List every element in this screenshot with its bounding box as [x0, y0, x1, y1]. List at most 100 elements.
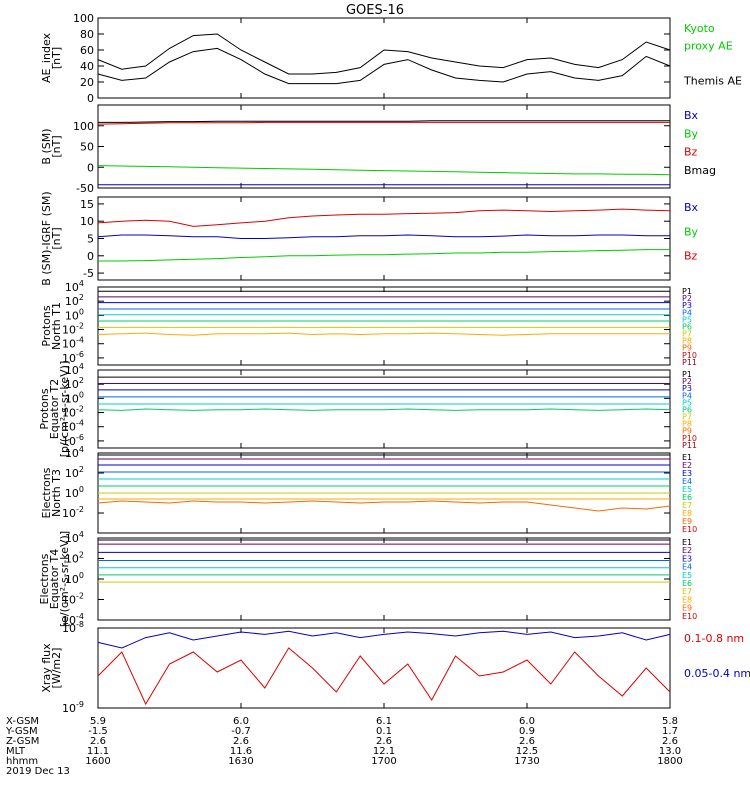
panel-frame — [97, 17, 671, 99]
legend-label: P11 — [682, 441, 697, 450]
legend-label: 0.1-0.8 nm — [684, 632, 744, 645]
legend-label: P9 — [682, 344, 692, 353]
legend-label: E7 — [682, 587, 692, 596]
legend-label: E3 — [682, 554, 692, 563]
y-tick-label: 102 — [65, 465, 84, 480]
y-tick-label: 104 — [65, 279, 84, 294]
y-axis-label: Equator T4 — [48, 549, 61, 609]
panel-frame — [97, 537, 671, 621]
legend-label: P10 — [682, 351, 697, 360]
series-line-0-1-0-8-nm — [97, 647, 671, 706]
legend-label: P7 — [682, 413, 692, 422]
series-line-bx — [97, 234, 670, 239]
legend-label: E1 — [682, 538, 692, 547]
y-axis-label: North T1 — [50, 302, 63, 350]
y-tick-label: 100 — [73, 12, 94, 25]
footer-row-label: Z-GSM — [6, 736, 39, 747]
y-tick-label: 100 — [73, 120, 94, 133]
y-tick-label: 20 — [80, 76, 94, 89]
footer-value: 6.1 — [376, 716, 392, 727]
y-axis-label: B (SM) — [40, 128, 53, 164]
legend-label: Bx — [684, 109, 699, 122]
panel-bigrf: -5 0 5 10 15 B (SM)-IGRF (SM)[nT] Bx By Bz — [40, 191, 699, 285]
footer-row-label: hhmm — [6, 756, 38, 767]
series-line-bmag — [98, 120, 670, 123]
y-tick-label: 10-6 — [62, 350, 84, 365]
y-tick-label: 100 — [65, 390, 84, 405]
series-line-kyoto-proxy-ae — [97, 47, 671, 85]
series-line-by — [98, 249, 670, 262]
footer-value: 13.0 — [659, 746, 681, 757]
legend-label: P4 — [682, 391, 692, 400]
legend-label: E9 — [682, 604, 692, 613]
footer-ephemeris: X-GSM 5.9 6.0 6.1 6.0 5.8 Y-GSM -1.5 -0.7 0.1 0.9 1… — [5, 716, 683, 777]
y-tick-label: 60 — [80, 44, 94, 57]
legend-label: P3 — [682, 384, 692, 393]
legend-label: By — [684, 127, 699, 140]
series-line-themis-ae — [97, 33, 671, 75]
y-tick-label: 104 — [65, 445, 84, 460]
footer-value: 0.9 — [519, 726, 535, 737]
legend-label: P2 — [682, 294, 692, 303]
y-tick-label: -50 — [76, 182, 94, 195]
panel-frame — [97, 104, 671, 189]
y-tick-label: 102 — [65, 293, 84, 308]
y-tick-label: 10-2 — [62, 322, 84, 337]
legend-label: P2 — [682, 377, 692, 386]
y-axis-label: [e/(cm²-s-sr-keV)] — [58, 531, 71, 627]
legend-label: E5 — [682, 571, 692, 580]
footer-value: 0.1 — [376, 726, 392, 737]
footer-value: 2.6 — [519, 736, 535, 747]
y-tick-label: 15 — [80, 198, 94, 211]
y-tick-label: 50 — [80, 141, 94, 154]
y-tick-label: 80 — [80, 28, 94, 41]
legend-label: E5 — [682, 485, 692, 494]
legend-label: E10 — [682, 525, 697, 534]
series-line-p8 — [97, 332, 670, 336]
footer-value: 1630 — [228, 756, 253, 767]
panel-ae: 0 20 40 60 80 100 AE_index[nT] Kyoto proxy AE The… — [40, 12, 742, 105]
legend-label: P6 — [682, 322, 692, 331]
legend-label: P7 — [682, 330, 692, 339]
y-axis-label: Electrons — [40, 467, 53, 518]
legend-label: proxy AE — [684, 40, 733, 53]
panel-frame — [97, 286, 671, 366]
legend-label: P4 — [682, 308, 692, 317]
legend-label: E10 — [682, 612, 697, 621]
footer-row-label: MLT — [6, 746, 26, 757]
y-axis-label: Electrons — [38, 553, 51, 604]
legend-label: E1 — [682, 453, 692, 462]
y-axis-label: [nT] — [50, 227, 63, 249]
plot-title: GOES-16 — [346, 3, 404, 18]
y-tick-label: 100 — [65, 485, 84, 500]
legend-label: Kyoto — [684, 22, 715, 35]
y-tick-label: 10-8 — [62, 620, 84, 635]
footer-value: 6.0 — [233, 716, 249, 727]
y-axis-label: Xray flux — [40, 643, 53, 693]
y-tick-label: 10-2 — [62, 405, 84, 420]
y-tick-label: 10 — [80, 215, 94, 228]
y-tick-label: 100 — [65, 571, 84, 586]
y-tick-label: -5 — [83, 267, 94, 280]
y-axis-label: B (SM)-IGRF (SM) — [40, 191, 53, 285]
panel-frame — [97, 369, 671, 449]
legend-label: By — [684, 225, 699, 238]
footer-value: 2.6 — [233, 736, 249, 747]
legend-label: 0.05-0.4 nm — [684, 667, 750, 680]
footer-value: 12.5 — [516, 746, 538, 757]
legend-label: P9 — [682, 427, 692, 436]
footer-date: 2019 Dec 13 — [6, 766, 70, 777]
y-axis-label: [W/m2] — [50, 648, 63, 689]
footer-value: -1.5 — [88, 726, 108, 737]
y-tick-label: 102 — [65, 551, 84, 566]
footer-row-label: Y-GSM — [5, 726, 38, 737]
series-line-e9 — [97, 500, 671, 512]
series-line-by — [97, 165, 671, 176]
y-tick-label: 10-6 — [62, 433, 84, 448]
y-axis-label: AE_index — [40, 32, 53, 83]
y-axis-label: [p/(cm²-s-sr-keV)] — [58, 361, 71, 458]
